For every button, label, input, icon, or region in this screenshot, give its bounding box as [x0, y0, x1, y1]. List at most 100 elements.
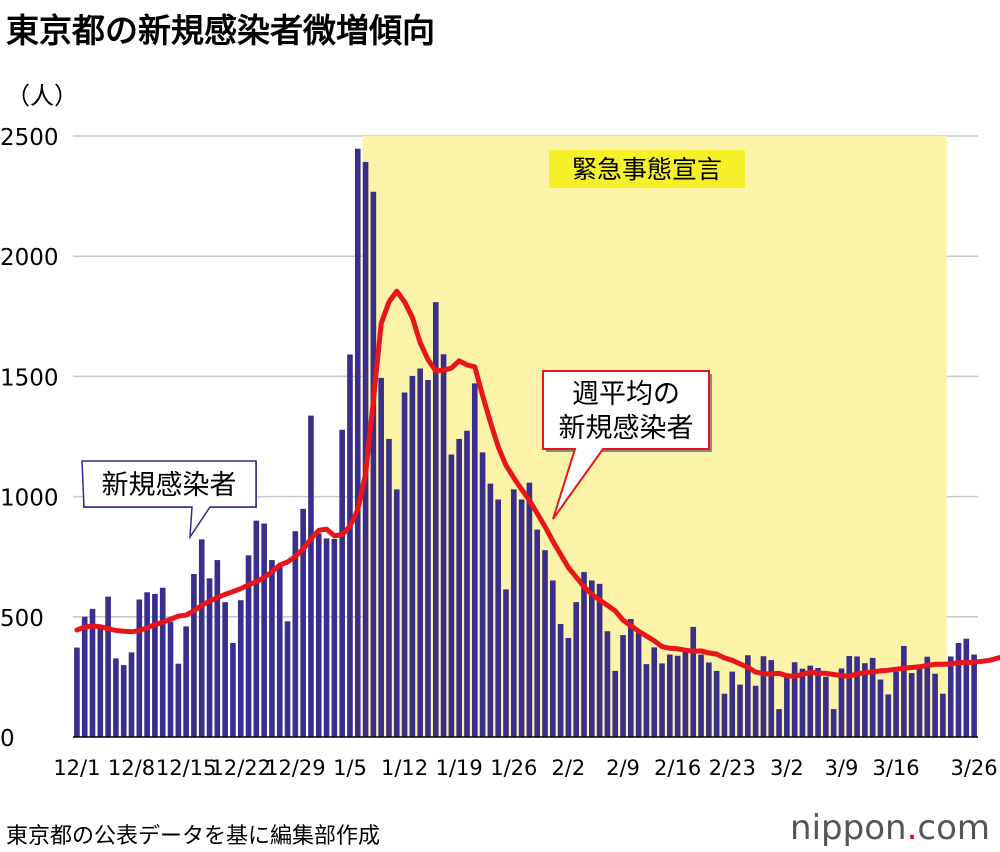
bar: [667, 654, 673, 737]
bar: [105, 596, 111, 737]
bar: [947, 656, 954, 737]
bar: [916, 666, 923, 737]
bar: [854, 656, 860, 737]
bar: [862, 663, 868, 737]
bar: [893, 671, 899, 737]
bar: [292, 531, 299, 737]
bar: [698, 654, 704, 737]
bar: [596, 583, 603, 737]
bar: [152, 593, 158, 737]
bar: [604, 631, 611, 737]
y-tick-label: 1500: [0, 365, 59, 391]
bar: [830, 709, 837, 737]
bar: [659, 663, 665, 737]
bar: [401, 392, 408, 737]
nippon-logo: nippon.com: [790, 808, 990, 848]
bar: [963, 638, 970, 737]
y-tick-label: 0: [0, 726, 15, 752]
bar: [635, 632, 642, 737]
x-tick-label: 3/26: [951, 756, 998, 780]
bar: [378, 377, 384, 737]
bar: [206, 578, 213, 737]
bar: [487, 483, 494, 737]
weekly-average-line: [74, 288, 1000, 679]
bar: [393, 489, 400, 737]
bar-series: [73, 148, 978, 738]
bar: [877, 679, 884, 737]
bar: [940, 693, 946, 737]
bar: [300, 508, 306, 737]
chart-title: 東京都の新規感染者微増傾向: [6, 11, 435, 50]
bar: [339, 429, 345, 737]
x-tick-label: 2/23: [709, 756, 756, 780]
bar: [456, 438, 462, 737]
x-tick-label: 12/1: [53, 756, 100, 780]
x-tick-label: 1/5: [333, 756, 367, 780]
bar: [409, 375, 416, 737]
bar: [214, 560, 221, 737]
callout-bars: 新規感染者: [81, 460, 257, 540]
bar: [479, 452, 486, 737]
bar: [612, 670, 619, 737]
bar: [760, 656, 767, 737]
y-tick-label: 2000: [0, 245, 59, 271]
x-tick-label: 12/22: [210, 756, 271, 780]
x-tick-label: 3/9: [825, 756, 859, 780]
bar: [417, 368, 423, 737]
x-tick-label: 1/19: [436, 756, 483, 780]
bar: [651, 647, 658, 737]
bar: [276, 566, 283, 737]
logo-suffix: com: [917, 808, 990, 848]
bar: [784, 676, 790, 737]
y-axis-unit-label: （人）: [6, 82, 78, 110]
bar: [815, 668, 821, 737]
bar: [791, 662, 798, 737]
bar: [885, 694, 892, 737]
bar: [175, 663, 182, 737]
x-tick-label: 1/26: [490, 756, 537, 780]
x-tick-label: 3/2: [770, 756, 804, 780]
x-tick-label: 12/15: [156, 756, 217, 780]
bar: [589, 580, 595, 737]
bar: [776, 709, 782, 737]
bar: [448, 454, 455, 737]
bar: [370, 191, 377, 737]
bar: [440, 354, 447, 737]
bar: [167, 621, 174, 737]
y-tick-label: 2500: [0, 125, 59, 151]
bar: [542, 550, 548, 737]
line-series: [74, 288, 1000, 679]
bar: [581, 572, 587, 737]
bar: [690, 626, 697, 737]
bar: [362, 161, 369, 737]
bar: [495, 499, 502, 737]
logo-dot: .: [906, 808, 918, 848]
bar: [269, 560, 275, 737]
bar: [674, 655, 681, 737]
bar: [721, 693, 728, 737]
bar: [752, 685, 759, 737]
bar: [198, 539, 205, 737]
bar: [159, 587, 166, 737]
x-tick-label: 2/9: [606, 756, 640, 780]
bar: [331, 538, 338, 737]
logo-text: nippon: [790, 808, 907, 848]
bar: [924, 656, 931, 737]
bar: [191, 574, 197, 737]
x-tick-label: 1/12: [381, 756, 428, 780]
bar: [729, 671, 736, 737]
bar: [386, 438, 392, 737]
y-tick-label: 500: [0, 606, 44, 632]
bar: [230, 643, 236, 737]
y-tick-label: 1000: [0, 486, 59, 512]
bar: [347, 354, 353, 737]
bar: [799, 668, 806, 737]
bar: [113, 658, 119, 737]
bar: [549, 580, 556, 737]
bar: [315, 533, 322, 737]
bar: [526, 482, 533, 737]
source-note: 東京都の公表データを基に編集部作成: [6, 824, 381, 849]
